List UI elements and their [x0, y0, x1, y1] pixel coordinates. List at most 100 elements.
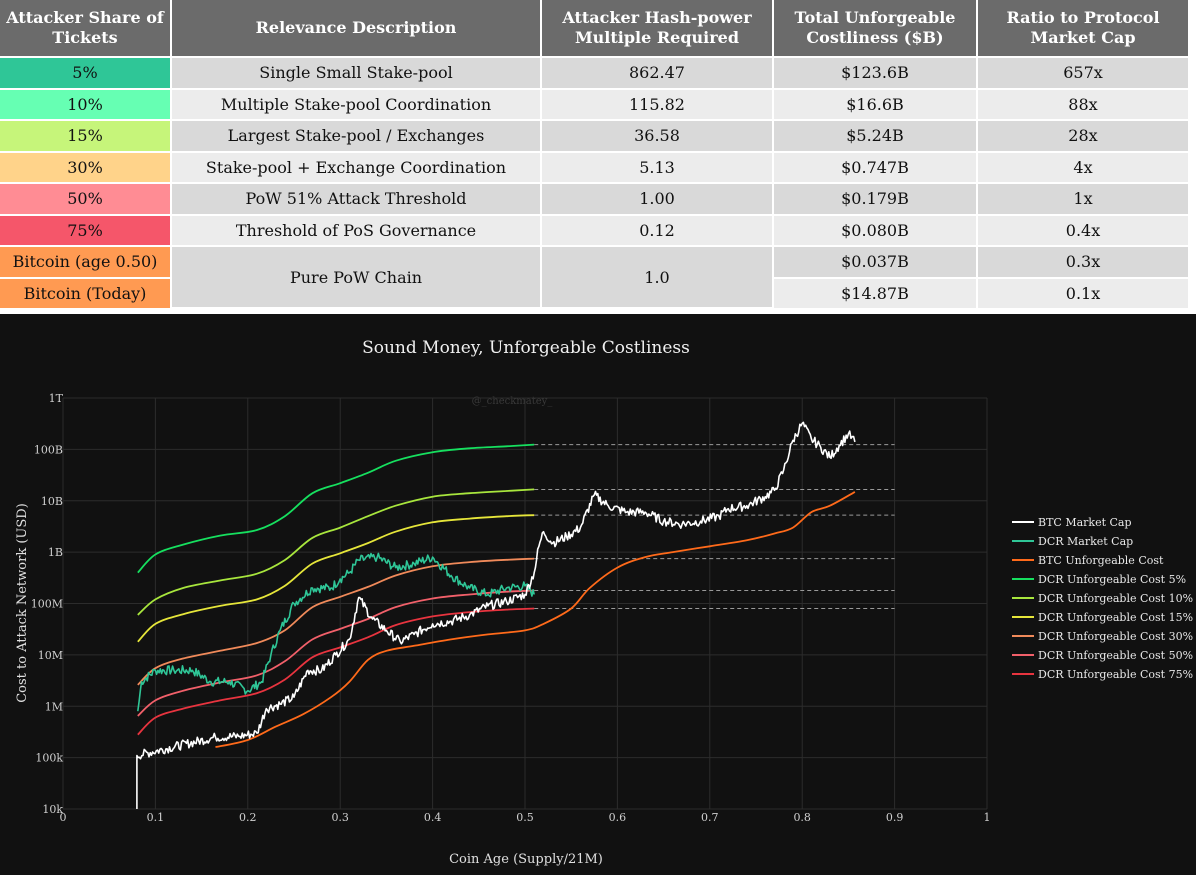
ratio-cell: 0.1x	[978, 278, 1190, 309]
x-tick-label: 0.3	[331, 811, 349, 824]
y-tick-label: 100k	[35, 752, 63, 765]
series-dcr-unforgeable-cost-5	[137, 443, 535, 574]
description-cell: Largest Stake-pool / Exchanges	[172, 121, 542, 153]
x-tick-label: 0.6	[609, 811, 627, 824]
axis-ticks: 0 0.1 0.2 0.3 0.4 0.5 0.6 0.7 0.8 0.9 1 10k 100k 1M 10…	[31, 392, 991, 824]
ratio-cell: 657x	[978, 58, 1190, 90]
description-cell: Pure PoW Chain	[172, 247, 542, 309]
header-hashpower-multiple: Attacker Hash-power Multiple Required	[542, 0, 774, 58]
reference-lines	[534, 444, 895, 609]
legend-label-dcr-unforgeable-cost-10: DCR Unforgeable Cost 10%	[1038, 592, 1193, 605]
header-total-costliness: Total Unforgeable Costliness ($B)	[774, 0, 978, 58]
share-cell: 15%	[0, 121, 172, 153]
chart-title: Sound Money, Unforgeable Costliness	[362, 338, 690, 358]
multiple-cell: 115.82	[542, 89, 774, 121]
description-cell: PoW 51% Attack Threshold	[172, 184, 542, 216]
x-tick-label: 1	[984, 811, 991, 824]
table-row: 5% Single Small Stake-pool 862.47 $123.6…	[0, 58, 1190, 90]
table-row: 30% Stake-pool + Exchange Coordination 5…	[0, 152, 1190, 184]
share-cell: 50%	[0, 184, 172, 216]
y-tick-label: 100M	[31, 598, 63, 611]
legend-label-dcr-market-cap: DCR Market Cap	[1038, 535, 1133, 548]
multiple-cell: 862.47	[542, 58, 774, 90]
cost-cell: $0.747B	[774, 152, 978, 184]
share-cell: 10%	[0, 89, 172, 121]
legend-label-dcr-unforgeable-cost-5: DCR Unforgeable Cost 5%	[1038, 573, 1186, 586]
chart-legend: BTC Market Cap DCR Market Cap BTC Unforgea…	[1012, 516, 1193, 681]
x-tick-label: 0.2	[239, 811, 257, 824]
cost-cell: $123.6B	[774, 58, 978, 90]
ratio-cell: 1x	[978, 184, 1190, 216]
x-tick-label: 0.7	[701, 811, 719, 824]
series-btc-unforgeable-cost	[215, 491, 856, 748]
ratio-cell: 0.3x	[978, 247, 1190, 279]
description-cell: Threshold of PoS Governance	[172, 215, 542, 247]
chart-watermark: @_checkmatey_	[472, 396, 553, 407]
y-tick-label: 1M	[45, 700, 63, 713]
x-tick-label: 0.5	[516, 811, 534, 824]
attack-cost-table-wrap: Attacker Share of Tickets Relevance Desc…	[0, 0, 1196, 312]
y-tick-label: 100B	[34, 443, 63, 456]
attack-cost-table: Attacker Share of Tickets Relevance Desc…	[0, 0, 1190, 309]
series-dcr-unforgeable-cost-75	[137, 607, 535, 736]
description-cell: Multiple Stake-pool Coordination	[172, 89, 542, 121]
gridlines	[62, 397, 988, 810]
x-tick-label: 0	[60, 811, 67, 824]
cost-cell: $0.080B	[774, 215, 978, 247]
legend-label-dcr-unforgeable-cost-15: DCR Unforgeable Cost 15%	[1038, 611, 1193, 624]
x-tick-label: 0.1	[147, 811, 165, 824]
multiple-cell: 36.58	[542, 121, 774, 153]
y-tick-label: 10B	[41, 495, 63, 508]
cost-cell: $5.24B	[774, 121, 978, 153]
series-dcr-unforgeable-cost-30	[137, 557, 535, 686]
series-dcr-unforgeable-cost-10	[137, 488, 535, 616]
multiple-cell: 1.00	[542, 184, 774, 216]
share-cell: 75%	[0, 215, 172, 247]
series-lines	[136, 421, 856, 809]
share-cell: Bitcoin (Today)	[0, 278, 172, 309]
table-row: 75% Threshold of PoS Governance 0.12 $0.…	[0, 215, 1190, 247]
legend-label-btc-market-cap: BTC Market Cap	[1038, 516, 1132, 529]
legend-label-dcr-unforgeable-cost-50: DCR Unforgeable Cost 50%	[1038, 649, 1193, 662]
description-cell: Stake-pool + Exchange Coordination	[172, 152, 542, 184]
y-tick-label: 10M	[38, 649, 63, 662]
multiple-cell: 1.0	[542, 247, 774, 309]
legend-label-dcr-unforgeable-cost-75: DCR Unforgeable Cost 75%	[1038, 668, 1193, 681]
header-attacker-share: Attacker Share of Tickets	[0, 0, 172, 58]
description-cell: Single Small Stake-pool	[172, 58, 542, 90]
y-tick-label: 1T	[49, 392, 64, 405]
series-dcr-unforgeable-cost-15	[137, 514, 535, 643]
table-row: 50% PoW 51% Attack Threshold 1.00 $0.179…	[0, 184, 1190, 216]
ratio-cell: 28x	[978, 121, 1190, 153]
series-btc-market-cap	[136, 421, 856, 809]
x-tick-label: 0.9	[886, 811, 904, 824]
share-cell: 5%	[0, 58, 172, 90]
table-row: 10% Multiple Stake-pool Coordination 115…	[0, 89, 1190, 121]
share-cell: Bitcoin (age 0.50)	[0, 247, 172, 279]
x-axis-title: Coin Age (Supply/21M)	[449, 852, 603, 867]
cost-cell: $16.6B	[774, 89, 978, 121]
table-row: Bitcoin (age 0.50) Pure PoW Chain 1.0 $0…	[0, 247, 1190, 309]
y-tick-label: 1B	[48, 546, 63, 559]
cost-cell: $0.037B	[774, 247, 978, 279]
ratio-cell: 0.4x	[978, 215, 1190, 247]
table-row: Bitcoin (Today) $14.87B 0.1x	[0, 278, 1190, 309]
cost-cell: $0.179B	[774, 184, 978, 216]
x-tick-label: 0.4	[424, 811, 442, 824]
table-row: 15% Largest Stake-pool / Exchanges 36.58…	[0, 121, 1190, 153]
chart-canvas: Sound Money, Unforgeable Costliness @_ch…	[15, 338, 1193, 867]
table-header-row: Attacker Share of Tickets Relevance Desc…	[0, 0, 1190, 58]
ratio-cell: 4x	[978, 152, 1190, 184]
series-dcr-unforgeable-cost-50	[137, 589, 535, 717]
legend-label-btc-unforgeable-cost: BTC Unforgeable Cost	[1038, 554, 1164, 567]
legend-label-dcr-unforgeable-cost-30: DCR Unforgeable Cost 30%	[1038, 630, 1193, 643]
header-relevance-description: Relevance Description	[172, 0, 542, 58]
x-tick-label: 0.8	[793, 811, 811, 824]
y-axis-title: Cost to Attack Network (USD)	[15, 503, 30, 703]
multiple-cell: 5.13	[542, 152, 774, 184]
y-tick-label: 10k	[42, 803, 63, 816]
cost-cell: $14.87B	[774, 278, 978, 309]
header-ratio-market-cap: Ratio to Protocol Market Cap	[978, 0, 1190, 58]
cost-to-attack-chart: Sound Money, Unforgeable Costliness @_ch…	[0, 314, 1196, 875]
ratio-cell: 88x	[978, 89, 1190, 121]
